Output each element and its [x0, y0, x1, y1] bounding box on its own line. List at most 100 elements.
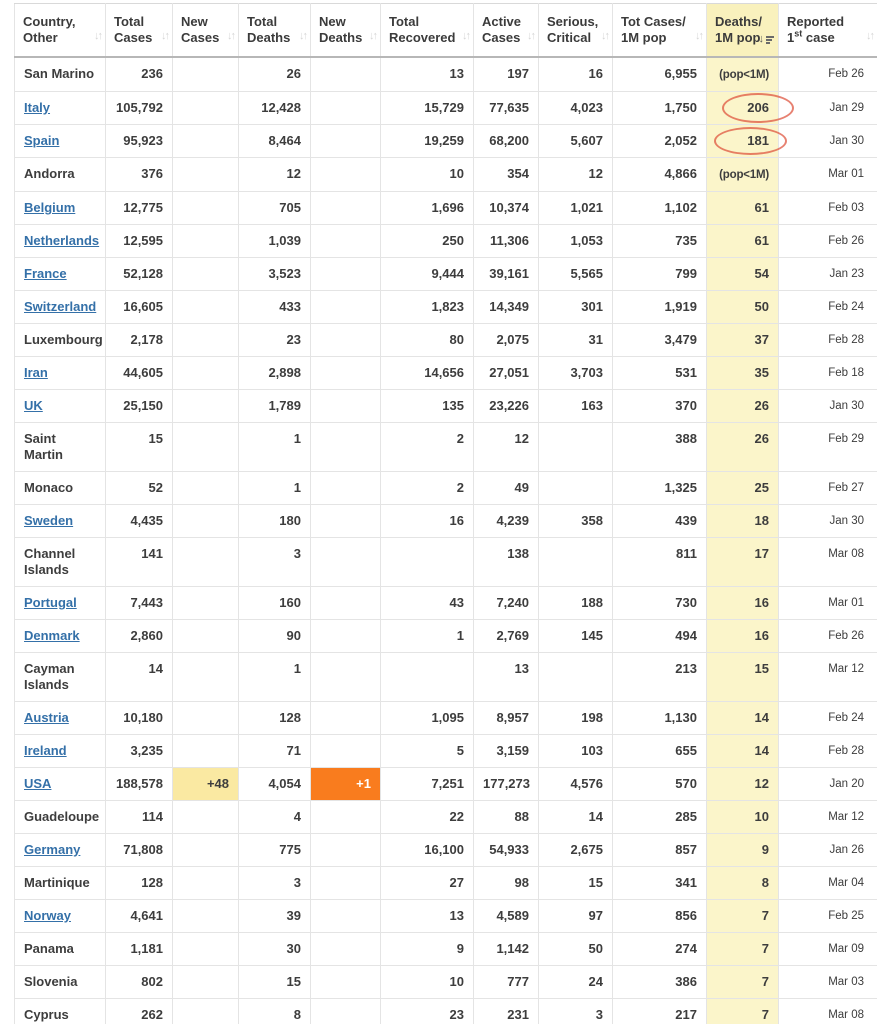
country-link[interactable]: USA	[24, 776, 52, 791]
cell-new-deaths	[310, 734, 381, 768]
country-link[interactable]: UK	[24, 398, 43, 413]
column-header-new-cases[interactable]: New Cases ↓↑	[172, 3, 239, 58]
cell-first-case: Feb 27	[778, 471, 877, 505]
column-header-cases-1m[interactable]: Tot Cases/1M pop ↓↑	[612, 3, 707, 58]
country-link[interactable]: Austria	[24, 710, 69, 725]
cell-total-deaths: 1	[238, 471, 311, 505]
first-case-value: Mar 01	[828, 168, 864, 180]
column-header-total-deaths[interactable]: Total Deaths ↓↑	[238, 3, 311, 58]
active-cases-value: 777	[507, 974, 529, 989]
sort-toggle-icon: ↓↑	[161, 30, 170, 42]
active-cases-value: 13	[514, 661, 529, 676]
cell-new-cases	[172, 652, 239, 702]
table-row: Ireland 3,235 71 5 3,159 103 655 14 Feb 28	[14, 734, 877, 768]
column-header-first-case[interactable]: Reported 1st case ↓↑	[778, 3, 877, 58]
country-link[interactable]: Denmark	[24, 628, 80, 643]
column-header-serious-critical[interactable]: Serious, Critical ↓↑	[538, 3, 613, 58]
country-link[interactable]: Ireland	[24, 743, 67, 758]
column-label-line1: Total	[114, 14, 145, 29]
cell-serious-critical: 1,053	[538, 224, 613, 258]
column-header-deaths-1m[interactable]: Deaths/1M pop ↓	[706, 3, 779, 58]
active-cases-value: 4,589	[496, 908, 529, 923]
total-deaths-value: 3	[293, 875, 301, 890]
cell-serious-critical: 188	[538, 586, 613, 620]
serious-critical-value: 163	[581, 398, 603, 413]
country-name: Channel Islands	[24, 546, 76, 577]
country-name: Andorra	[24, 166, 75, 181]
cell-serious-critical: 24	[538, 965, 613, 999]
cell-country: Norway	[14, 899, 106, 933]
active-cases-value: 231	[507, 1007, 529, 1022]
cell-new-deaths	[310, 932, 381, 966]
serious-critical-value: 188	[581, 595, 603, 610]
country-link[interactable]: Netherlands	[24, 233, 100, 248]
cell-new-cases	[172, 124, 239, 158]
cell-country: Switzerland	[14, 290, 106, 324]
table-row: Denmark 2,860 90 1 2,769 145 494 16 Feb 26	[14, 619, 877, 653]
first-case-value: Jan 29	[829, 102, 864, 114]
column-label-line1: Total	[247, 14, 278, 29]
cell-total-cases: 376	[105, 157, 173, 192]
cases-1m-value: 285	[675, 809, 697, 824]
total-cases-value: 2,178	[130, 332, 163, 347]
country-link[interactable]: Belgium	[24, 200, 76, 215]
cell-deaths-1m: 26	[706, 422, 779, 472]
column-header-active-cases[interactable]: Active Cases ↓↑	[473, 3, 539, 58]
country-link[interactable]: Italy	[24, 100, 51, 115]
deaths-1m-value: 61	[754, 200, 769, 215]
total-recovered-value: 1,095	[431, 710, 464, 725]
active-cases-value: 4,239	[496, 513, 529, 528]
total-recovered-value: 1	[456, 628, 464, 643]
cell-active-cases: 8,957	[473, 701, 539, 735]
column-header-new-deaths[interactable]: New Deaths ↓↑	[310, 3, 381, 58]
column-header-total-cases[interactable]: Total Cases ↓↑	[105, 3, 173, 58]
active-cases-value: 138	[507, 546, 529, 561]
column-header-country[interactable]: Country, Other ↓↑	[14, 3, 106, 58]
cell-country: Monaco	[14, 471, 106, 505]
cell-total-recovered: 13	[380, 899, 474, 933]
column-label-line1: Deaths/	[715, 14, 762, 29]
total-recovered-value: 135	[442, 398, 464, 413]
country-link[interactable]: Spain	[24, 133, 60, 148]
country-link[interactable]: Switzerland	[24, 299, 97, 314]
total-cases-value: 12,775	[123, 200, 163, 215]
cell-first-case: Feb 26	[778, 56, 877, 92]
cell-new-cases	[172, 389, 239, 423]
first-case-value: Mar 03	[828, 976, 864, 988]
active-cases-value: 23,226	[489, 398, 529, 413]
country-link[interactable]: Norway	[24, 908, 71, 923]
cell-cases-1m: 730	[612, 586, 707, 620]
total-cases-value: 141	[141, 546, 163, 561]
country-link[interactable]: Germany	[24, 842, 81, 857]
country-link[interactable]: Sweden	[24, 513, 74, 528]
country-link[interactable]: France	[24, 266, 67, 281]
country-link[interactable]: Iran	[24, 365, 48, 380]
cell-cases-1m: 4,866	[612, 157, 707, 192]
sort-toggle-icon: ↓↑	[695, 30, 704, 42]
total-deaths-value: 12,428	[261, 100, 301, 115]
cell-new-cases	[172, 537, 239, 587]
active-cases-value: 11,306	[489, 233, 529, 248]
total-cases-value: 71,808	[123, 842, 163, 857]
cell-country: Cayman Islands	[14, 652, 106, 702]
cell-cases-1m: 531	[612, 356, 707, 390]
table-row: France 52,128 3,523 9,444 39,161 5,565 799 54 Ja…	[14, 257, 877, 291]
deaths-1m-value: 35	[754, 365, 769, 380]
cell-serious-critical	[538, 652, 613, 702]
cell-deaths-1m: 61	[706, 191, 779, 225]
column-header-total-recovered[interactable]: Total Recovered ↓↑	[380, 3, 474, 58]
country-link[interactable]: Portugal	[24, 595, 77, 610]
cases-1m-value: 570	[675, 776, 697, 791]
cell-total-cases: 52,128	[105, 257, 173, 291]
cell-active-cases: 88	[473, 800, 539, 834]
cell-country: Panama	[14, 932, 106, 966]
total-cases-value: 114	[142, 809, 163, 824]
cases-1m-value: 1,750	[664, 100, 697, 115]
cell-deaths-1m: 50	[706, 290, 779, 324]
cell-new-cases	[172, 932, 239, 966]
active-cases-value: 197	[507, 66, 529, 81]
serious-critical-value: 1,021	[570, 200, 603, 215]
cell-country: Guadeloupe	[14, 800, 106, 834]
serious-critical-value: 301	[581, 299, 603, 314]
cell-total-cases: 95,923	[105, 124, 173, 158]
